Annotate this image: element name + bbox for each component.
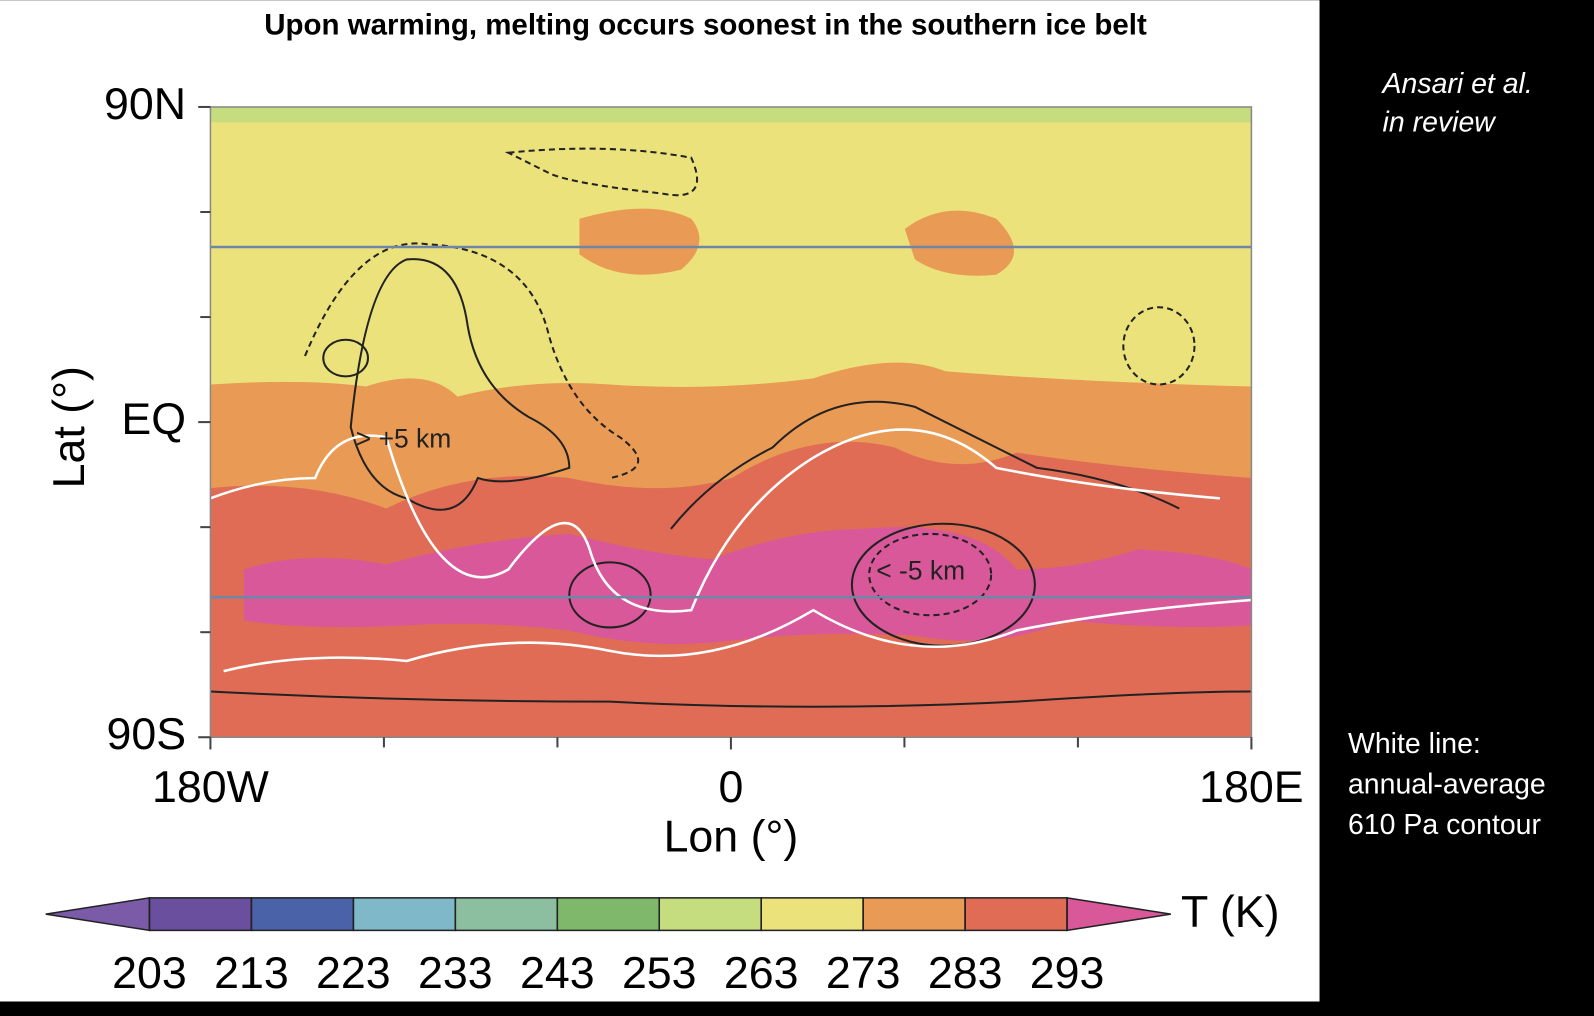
colorbar-segment [658, 897, 762, 932]
colorbar-segment [352, 897, 457, 932]
colorbar-tick-label: 243 [520, 949, 595, 998]
temperature-region [243, 527, 1252, 645]
contour-line [1122, 306, 1196, 386]
colorbar-segment [862, 897, 966, 932]
contour-line [304, 242, 640, 480]
colorbar-tick-label: 283 [928, 949, 1003, 998]
temperature-region [210, 106, 1252, 123]
citation: Ansari et al. [1381, 68, 1533, 100]
y-tick-label: EQ [121, 395, 186, 444]
contour-line [670, 400, 1180, 530]
contour-line [322, 338, 370, 378]
colorbar-tick-label: 273 [826, 949, 901, 998]
colorbar-segment [964, 897, 1068, 932]
colorbar-label: T (K) [1181, 888, 1280, 937]
contour-line [568, 561, 652, 629]
contour-line [210, 690, 1252, 708]
colorbar-tick-label: 263 [724, 949, 799, 998]
colorbar-tick-label: 293 [1030, 949, 1105, 998]
y-axis-label: Lat (°) [45, 366, 94, 488]
contour-line [504, 147, 699, 197]
plot-layer: 180W 0 180E 90N EQ 90S 203 213 223 233 243 253 263 27… [45, 80, 1304, 998]
colorbar-segment [760, 897, 864, 932]
temperature-region [579, 208, 700, 275]
annotation: > +5 km [356, 423, 451, 453]
colorbar-tick-label: 253 [622, 949, 697, 998]
temperature-region [904, 210, 1015, 276]
annotation: < -5 km [876, 556, 965, 586]
x-axis-label: Lon (°) [664, 813, 799, 862]
map [210, 106, 1252, 738]
bottom-strip [0, 1001, 1594, 1016]
note: 610 Pa contour [1348, 809, 1541, 841]
x-tick-label: 180E [1199, 763, 1303, 812]
colorbar-segment [556, 897, 661, 932]
contour-line [349, 258, 571, 511]
x-tick-label: 180W [152, 763, 270, 812]
chart-title: Upon warming, melting occurs soonest in … [264, 8, 1147, 41]
citation: in review [1383, 107, 1498, 139]
note: White line: [1348, 728, 1481, 760]
contour-line [868, 532, 993, 617]
colorbar-segment [250, 897, 355, 932]
note: annual-average [1348, 769, 1546, 801]
colorbar-tick-label: 203 [112, 949, 187, 998]
pressure-contour [210, 428, 1221, 613]
y-tick-label: 90S [106, 710, 186, 759]
colorbar-tick-label: 233 [418, 949, 493, 998]
colorbar-tick-label: 223 [316, 949, 391, 998]
colorbar-segment [148, 897, 253, 932]
x-tick-label: 0 [718, 763, 743, 812]
colorbar-tick-label: 213 [214, 949, 289, 998]
colorbar-segment [454, 897, 559, 932]
pressure-contour [223, 598, 1252, 673]
y-tick-label: 90N [104, 80, 186, 129]
